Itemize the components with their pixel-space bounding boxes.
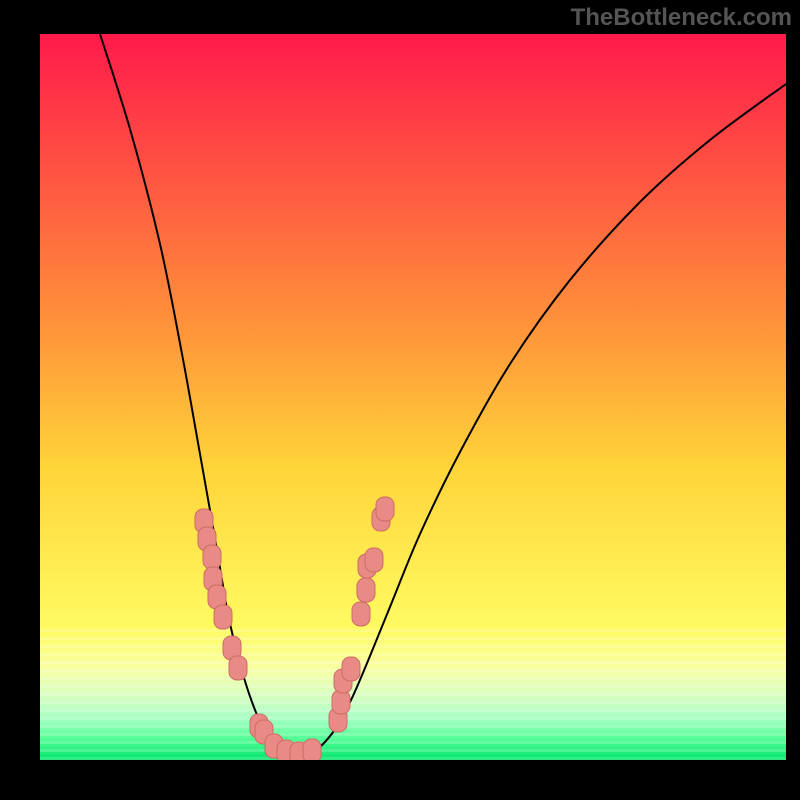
curve-marker xyxy=(357,578,375,602)
curve-marker xyxy=(203,545,221,569)
chart-background xyxy=(40,34,786,760)
curve-marker xyxy=(214,605,232,629)
plot-area xyxy=(40,34,786,760)
curve-marker xyxy=(352,602,370,626)
chart-svg xyxy=(40,34,786,760)
curve-marker xyxy=(229,656,247,680)
watermark-text: TheBottleneck.com xyxy=(571,4,792,32)
chart-frame: TheBottleneck.com xyxy=(0,0,800,800)
curve-marker xyxy=(342,657,360,681)
curve-marker xyxy=(332,690,350,714)
curve-marker xyxy=(376,497,394,521)
curve-marker xyxy=(303,739,321,760)
curve-marker xyxy=(365,548,383,572)
